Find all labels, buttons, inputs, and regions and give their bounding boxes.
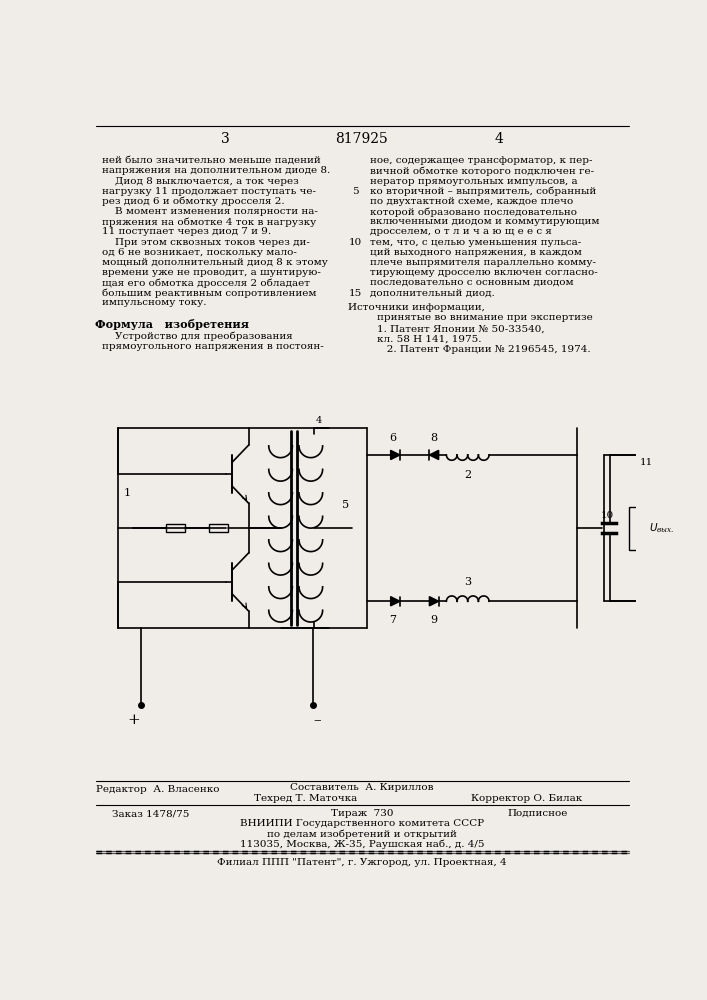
Text: 1. Патент Японии № 50-33540,: 1. Патент Японии № 50-33540, bbox=[378, 325, 545, 334]
Polygon shape bbox=[429, 597, 438, 606]
Text: принятые во внимание при экспертизе: принятые во внимание при экспертизе bbox=[378, 313, 593, 322]
Text: ко вторичной – выпрямитель, собранный: ко вторичной – выпрямитель, собранный bbox=[370, 187, 596, 196]
Text: од 6 не возникает, поскольку мало-: од 6 не возникает, поскольку мало- bbox=[103, 248, 297, 257]
Text: 4: 4 bbox=[316, 416, 322, 425]
Text: Устройство для преобразования: Устройство для преобразования bbox=[103, 332, 293, 341]
Text: дополнительный диод.: дополнительный диод. bbox=[370, 288, 494, 297]
Text: Составитель  А. Кириллов: Составитель А. Кириллов bbox=[290, 783, 433, 792]
Text: тирующему дросселю включен согласно-: тирующему дросселю включен согласно- bbox=[370, 268, 597, 277]
Text: которой образовано последовательно: которой образовано последовательно bbox=[370, 207, 577, 217]
Text: по двухтактной схеме, каждое плечо: по двухтактной схеме, каждое плечо bbox=[370, 197, 573, 206]
Text: Тираж  730: Тираж 730 bbox=[331, 809, 393, 818]
Polygon shape bbox=[391, 450, 400, 460]
Text: мощный дополнительный диод 8 к этому: мощный дополнительный диод 8 к этому bbox=[103, 258, 328, 267]
Text: 11: 11 bbox=[640, 458, 653, 467]
Polygon shape bbox=[429, 450, 438, 460]
Text: 2. Патент Франции № 2196545, 1974.: 2. Патент Франции № 2196545, 1974. bbox=[378, 345, 591, 354]
Text: Техред Т. Маточка: Техред Т. Маточка bbox=[254, 794, 357, 803]
Bar bbox=[209, 524, 228, 532]
Text: 7: 7 bbox=[390, 615, 397, 625]
Text: ВНИИПИ Государственного комитета СССР: ВНИИПИ Государственного комитета СССР bbox=[240, 819, 484, 828]
Text: Подписное: Подписное bbox=[508, 809, 568, 818]
Bar bbox=[629, 507, 645, 550]
Text: включенными диодом и коммутирующим: включенными диодом и коммутирующим bbox=[370, 217, 600, 226]
Text: прямоугольного напряжения в постоян-: прямоугольного напряжения в постоян- bbox=[103, 342, 324, 351]
Text: рез диод 6 и обмотку дросселя 2.: рез диод 6 и обмотку дросселя 2. bbox=[103, 197, 285, 206]
Text: напряжения на дополнительном диоде 8.: напряжения на дополнительном диоде 8. bbox=[103, 166, 331, 175]
Text: 113035, Москва, Ж-35, Раушская наб., д. 4/5: 113035, Москва, Ж-35, Раушская наб., д. … bbox=[240, 839, 484, 849]
Text: При этом сквозных токов через ди-: При этом сквозных токов через ди- bbox=[103, 238, 310, 247]
Text: по делам изобретений и открытий: по делам изобретений и открытий bbox=[267, 829, 457, 839]
Text: Источники информации,: Источники информации, bbox=[348, 303, 484, 312]
Text: 10: 10 bbox=[349, 238, 363, 247]
Text: импульсному току.: импульсному току. bbox=[103, 298, 207, 307]
Text: 4: 4 bbox=[495, 132, 503, 146]
Text: 3: 3 bbox=[464, 577, 472, 587]
Text: ное, содержащее трансформатор, к пер-: ное, содержащее трансформатор, к пер- bbox=[370, 156, 592, 165]
Text: щая его обмотка дросселя 2 обладает: щая его обмотка дросселя 2 обладает bbox=[103, 278, 310, 288]
Text: +: + bbox=[127, 713, 140, 727]
Text: тем, что, с целью уменьшения пульса-: тем, что, с целью уменьшения пульса- bbox=[370, 238, 581, 247]
Text: Заказ 1478/75: Заказ 1478/75 bbox=[112, 809, 189, 818]
Text: Филиал ППП "Патент", г. Ужгород, ул. Проектная, 4: Филиал ППП "Патент", г. Ужгород, ул. Про… bbox=[217, 858, 507, 867]
Text: последовательно с основным диодом: последовательно с основным диодом bbox=[370, 278, 573, 287]
Text: 8: 8 bbox=[431, 433, 438, 443]
Text: времени уже не проводит, а шунтирую-: времени уже не проводит, а шунтирую- bbox=[103, 268, 321, 277]
Text: Редактор  А. Власенко: Редактор А. Власенко bbox=[96, 785, 220, 794]
Text: плече выпрямителя параллельно комму-: плече выпрямителя параллельно комму- bbox=[370, 258, 596, 267]
Text: большим реактивным сопротивлением: большим реактивным сопротивлением bbox=[103, 288, 317, 298]
Bar bbox=[166, 524, 185, 532]
Text: 1: 1 bbox=[124, 488, 132, 498]
Polygon shape bbox=[391, 597, 400, 606]
Text: 10: 10 bbox=[601, 511, 614, 520]
Text: В момент изменения полярности на-: В момент изменения полярности на- bbox=[103, 207, 318, 216]
Text: вичной обмотке которого подключен ге-: вичной обмотке которого подключен ге- bbox=[370, 166, 594, 176]
Text: 9: 9 bbox=[431, 615, 438, 625]
Text: 15: 15 bbox=[349, 289, 363, 298]
Text: 817925: 817925 bbox=[336, 132, 388, 146]
Text: нератор прямоугольных импульсов, а: нератор прямоугольных импульсов, а bbox=[370, 177, 578, 186]
Text: 11 поступает через диод 7 и 9.: 11 поступает через диод 7 и 9. bbox=[103, 227, 271, 236]
Text: 2: 2 bbox=[464, 470, 472, 480]
Text: 3: 3 bbox=[221, 132, 230, 146]
Text: Формула   изобретения: Формула изобретения bbox=[95, 319, 249, 330]
Text: $U_{\mathregular{вых.}}$: $U_{\mathregular{вых.}}$ bbox=[649, 521, 674, 535]
Text: кл. 58 Н 141, 1975.: кл. 58 Н 141, 1975. bbox=[378, 335, 482, 344]
Text: ней было значительно меньше падений: ней было значительно меньше падений bbox=[103, 156, 321, 165]
Text: Корректор О. Билак: Корректор О. Билак bbox=[471, 794, 582, 803]
Text: 5: 5 bbox=[342, 500, 349, 510]
Text: –: – bbox=[313, 713, 321, 727]
Text: ций выходного напряжения, в каждом: ций выходного напряжения, в каждом bbox=[370, 248, 582, 257]
Text: пряжения на обмотке 4 ток в нагрузку: пряжения на обмотке 4 ток в нагрузку bbox=[103, 217, 317, 227]
Text: 5: 5 bbox=[352, 187, 359, 196]
Text: дросселем, о т л и ч а ю щ е е с я: дросселем, о т л и ч а ю щ е е с я bbox=[370, 227, 551, 236]
Text: Диод 8 выключается, а ток через: Диод 8 выключается, а ток через bbox=[103, 177, 299, 186]
Text: 6: 6 bbox=[390, 433, 397, 443]
Text: нагрузку 11 продолжает поступать че-: нагрузку 11 продолжает поступать че- bbox=[103, 187, 316, 196]
